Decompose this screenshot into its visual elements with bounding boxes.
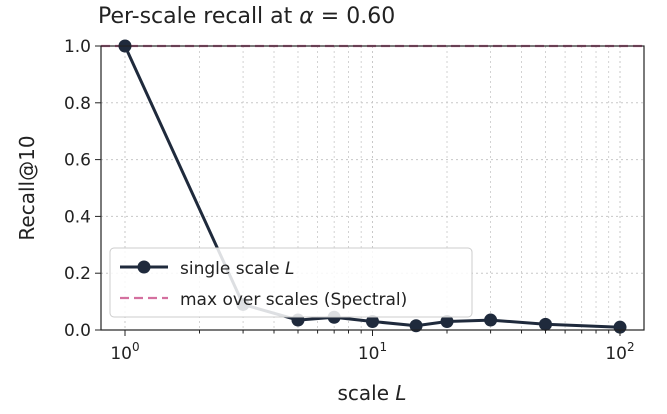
data-point [484,313,498,327]
y-axis-label: Recall@10 [15,135,39,240]
legend-label-series: single scale L [180,259,294,279]
y-tick-label: 0.0 [64,321,91,341]
x-axis-label: scale L [337,381,406,405]
y-tick-label: 0.8 [64,94,91,114]
legend: single scale L max over scales (Spectral… [109,247,473,318]
x-tick-label: 102 [605,340,634,364]
y-tick-label: 0.4 [64,207,91,227]
data-point [440,314,454,328]
legend-marker-series [137,260,151,274]
data-point [539,317,553,331]
data-point [366,314,379,328]
legend-box [109,247,473,318]
legend-label-reference: max over scales (Spectral) [180,290,407,310]
chart-title: Per-scale recall at α = 0.60 [98,4,395,29]
x-tick-label: 100 [110,340,139,364]
x-tick-label: 101 [358,340,387,364]
y-tick-label: 1.0 [64,37,91,57]
y-tick-label: 0.2 [64,264,91,284]
data-point [409,319,423,333]
y-ticks: 0.0 0.2 0.4 0.6 0.8 1.0 [64,37,101,341]
x-ticks: 100 101 102 [110,330,635,364]
y-tick-label: 0.6 [64,151,91,171]
